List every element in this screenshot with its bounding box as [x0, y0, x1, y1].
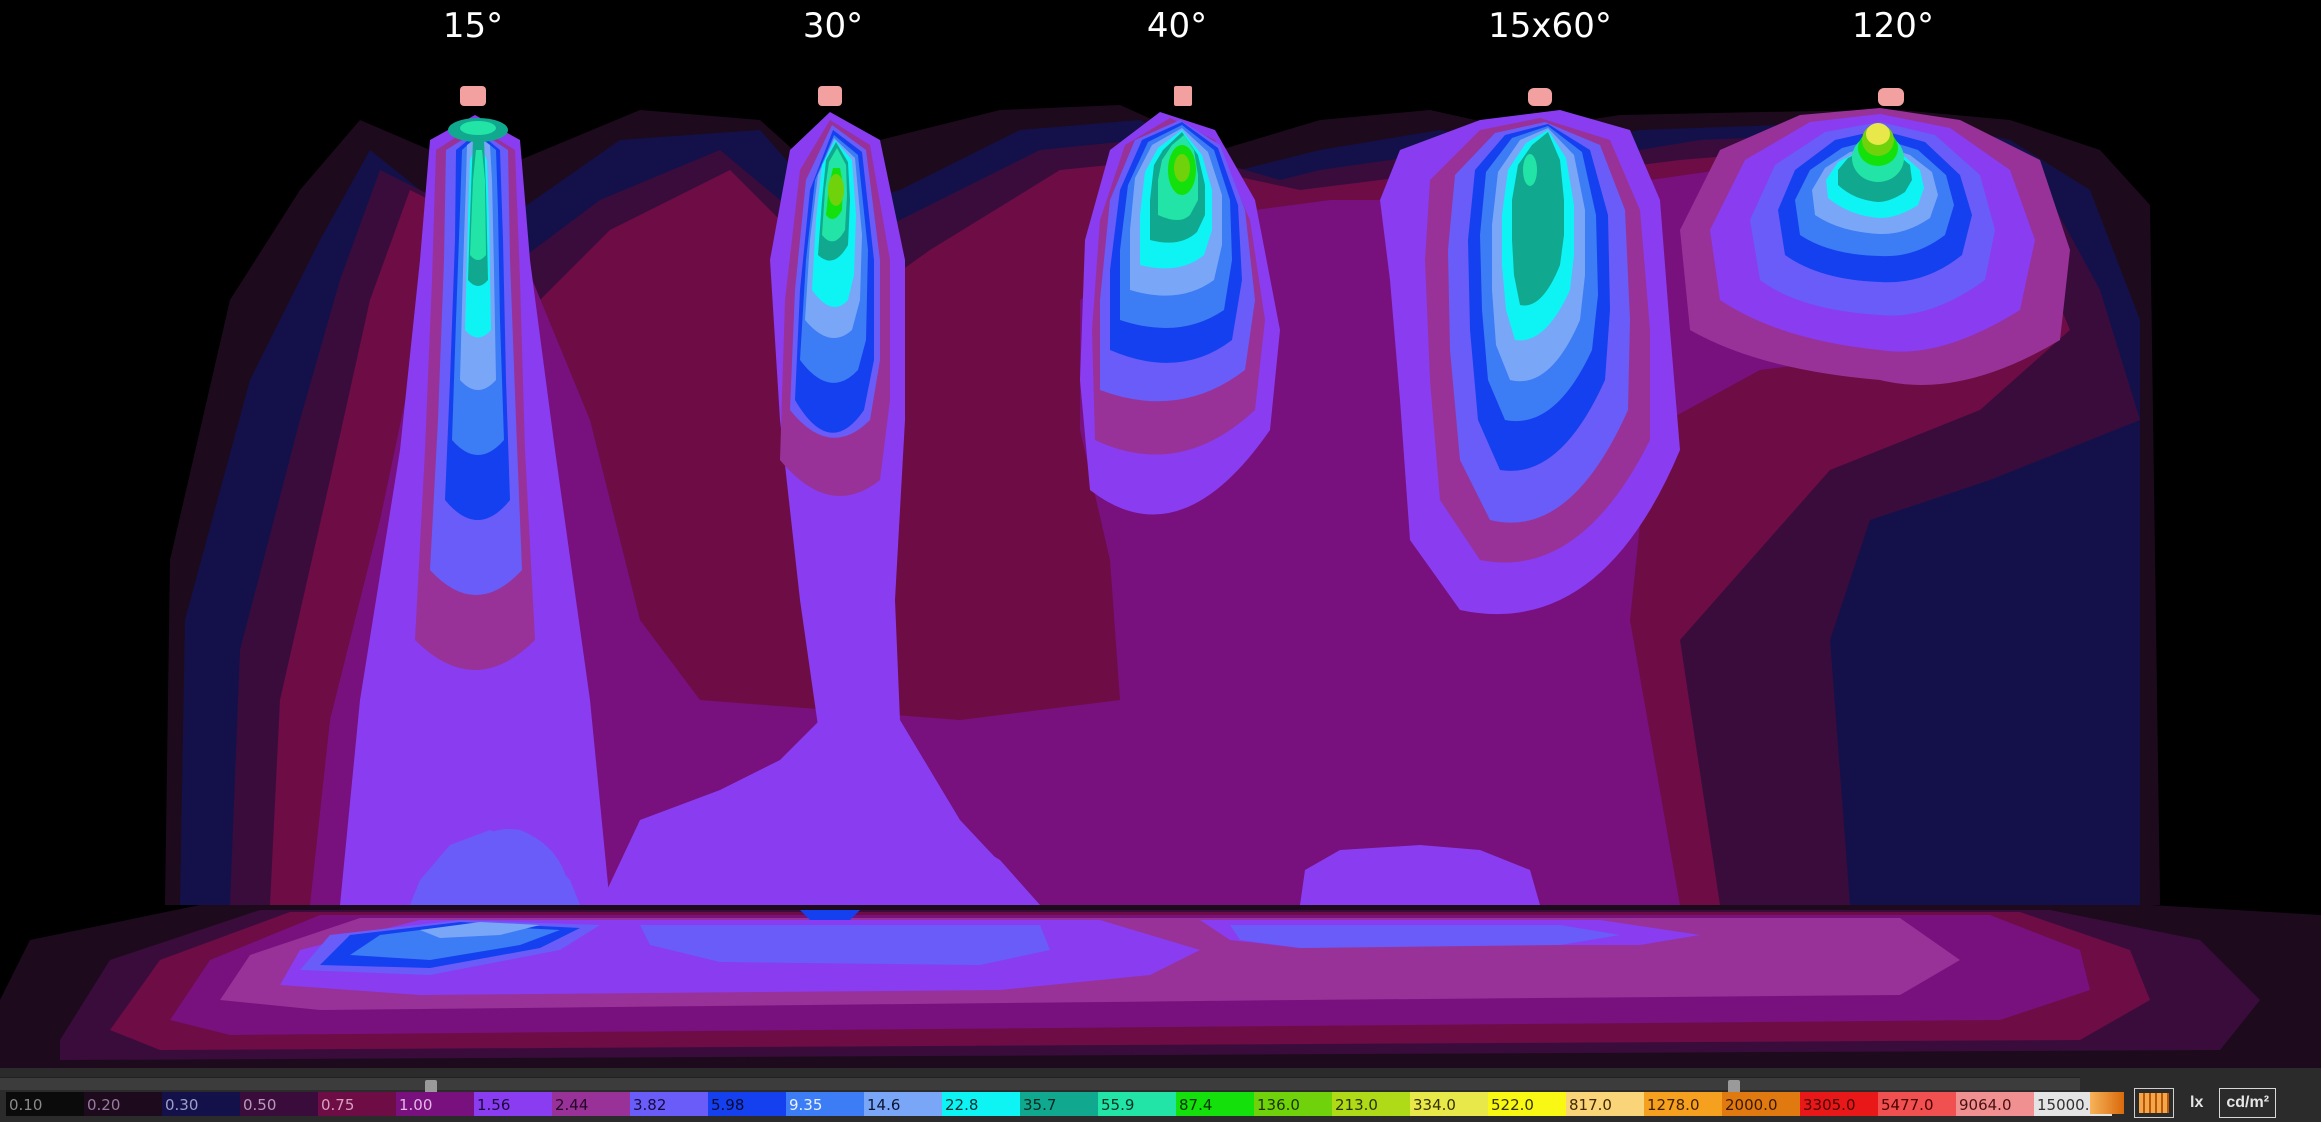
luminaire-markers: [460, 86, 1904, 106]
legend-swatch: 2.44: [552, 1092, 630, 1116]
legend-swatch-label: 9.35: [789, 1096, 823, 1114]
luminaire-30: [818, 86, 842, 106]
beam-label-30: 30°: [803, 6, 863, 46]
legend-swatch: 9.35: [786, 1092, 864, 1116]
legend-swatch-label: 87.4: [1179, 1096, 1213, 1114]
legend-swatch: 9064.0: [1956, 1092, 2034, 1116]
legend-swatch: 334.0: [1410, 1092, 1488, 1116]
stepped-palette-button[interactable]: [2134, 1088, 2174, 1118]
legend-swatch: 0.10: [6, 1092, 84, 1116]
legend-swatch: 522.0: [1488, 1092, 1566, 1116]
legend-swatch: 0.30: [162, 1092, 240, 1116]
color-scale-legend: 0.10 0.20 0.30 0.50 0.75 1.00 1.56 2.44 3.82 5.98…: [6, 1092, 2112, 1116]
legend-swatch: 3305.0: [1800, 1092, 1878, 1116]
legend-swatch-label: 0.75: [321, 1096, 355, 1114]
false-color-render: 15° 30° 40° 15x60° 120°: [0, 6, 2321, 1068]
legend-swatch-label: 9064.0: [1959, 1096, 2012, 1114]
legend-swatch-label: 2000.0: [1725, 1096, 1778, 1114]
legend-swatch-label: 3305.0: [1803, 1096, 1856, 1114]
legend-tools: lx cd/m²: [2090, 1086, 2277, 1120]
range-slider-track[interactable]: [0, 1077, 2080, 1090]
gradient-palette-button[interactable]: [2090, 1088, 2124, 1118]
legend-swatch: 1.00: [396, 1092, 474, 1116]
legend-swatch: 5.98: [708, 1092, 786, 1116]
legend-swatch-label: 35.7: [1023, 1096, 1057, 1114]
beam-120: [1680, 108, 2070, 385]
unit-lux-button[interactable]: lx: [2190, 1094, 2204, 1111]
legend-swatch: 213.0: [1332, 1092, 1410, 1116]
legend-swatch-label: 0.20: [87, 1096, 121, 1114]
legend-swatch-label: 0.10: [9, 1096, 43, 1114]
luminaire-15x60: [1528, 88, 1552, 106]
legend-swatch: 2000.0: [1722, 1092, 1800, 1116]
legend-swatch: 136.0: [1254, 1092, 1332, 1116]
legend-swatch: 5477.0: [1878, 1092, 1956, 1116]
luminaire-40: [1174, 86, 1192, 106]
legend-swatch: 1278.0: [1644, 1092, 1722, 1116]
beam-label-15: 15°: [443, 6, 503, 46]
legend-swatch-label: 1.56: [477, 1096, 511, 1114]
legend-swatch-label: 2.44: [555, 1096, 589, 1114]
legend-swatch-label: 1278.0: [1647, 1096, 1700, 1114]
legend-swatch-label: 22.8: [945, 1096, 979, 1114]
legend-swatch-label: 15000.0: [2037, 1096, 2100, 1114]
legend-swatch: 55.9: [1098, 1092, 1176, 1116]
legend-swatch-label: 522.0: [1491, 1096, 1534, 1114]
legend-swatch-label: 5477.0: [1881, 1096, 1934, 1114]
beam-40: [1080, 112, 1280, 515]
beam-label-120: 120°: [1852, 6, 1934, 46]
legend-swatch-label: 3.82: [633, 1096, 667, 1114]
legend-swatch-label: 817.0: [1569, 1096, 1612, 1114]
legend-swatch: 1.56: [474, 1092, 552, 1116]
legend-swatch-label: 0.30: [165, 1096, 199, 1114]
legend-swatch: 3.82: [630, 1092, 708, 1116]
legend-swatch-label: 1.00: [399, 1096, 433, 1114]
legend-swatch: 35.7: [1020, 1092, 1098, 1116]
legend-swatch-label: 213.0: [1335, 1096, 1378, 1114]
beam-30: [700, 112, 1040, 905]
legend-swatch-label: 14.6: [867, 1096, 901, 1114]
legend-swatch-label: 5.98: [711, 1096, 745, 1114]
unit-luminance-button[interactable]: cd/m²: [2219, 1088, 2277, 1118]
beam-label-15x60: 15x60°: [1488, 6, 1612, 46]
legend-swatch-label: 136.0: [1257, 1096, 1300, 1114]
legend-swatch: 87.4: [1176, 1092, 1254, 1116]
beam-15x60: [1380, 110, 1680, 615]
floor-surface: [0, 905, 2321, 1068]
legend-swatch: 817.0: [1566, 1092, 1644, 1116]
beam-label-40: 40°: [1147, 6, 1207, 46]
legend-swatch: 22.8: [942, 1092, 1020, 1116]
wall-lower-field: [410, 720, 1540, 905]
legend-swatch: 0.50: [240, 1092, 318, 1116]
legend-swatch-label: 0.50: [243, 1096, 277, 1114]
legend-swatch-label: 334.0: [1413, 1096, 1456, 1114]
legend-swatch: 0.20: [84, 1092, 162, 1116]
legend-swatch: 0.75: [318, 1092, 396, 1116]
luminaire-15: [460, 86, 486, 106]
legend-swatch: 14.6: [864, 1092, 942, 1116]
legend-swatch-label: 55.9: [1101, 1096, 1135, 1114]
luminaire-120: [1878, 88, 1904, 106]
